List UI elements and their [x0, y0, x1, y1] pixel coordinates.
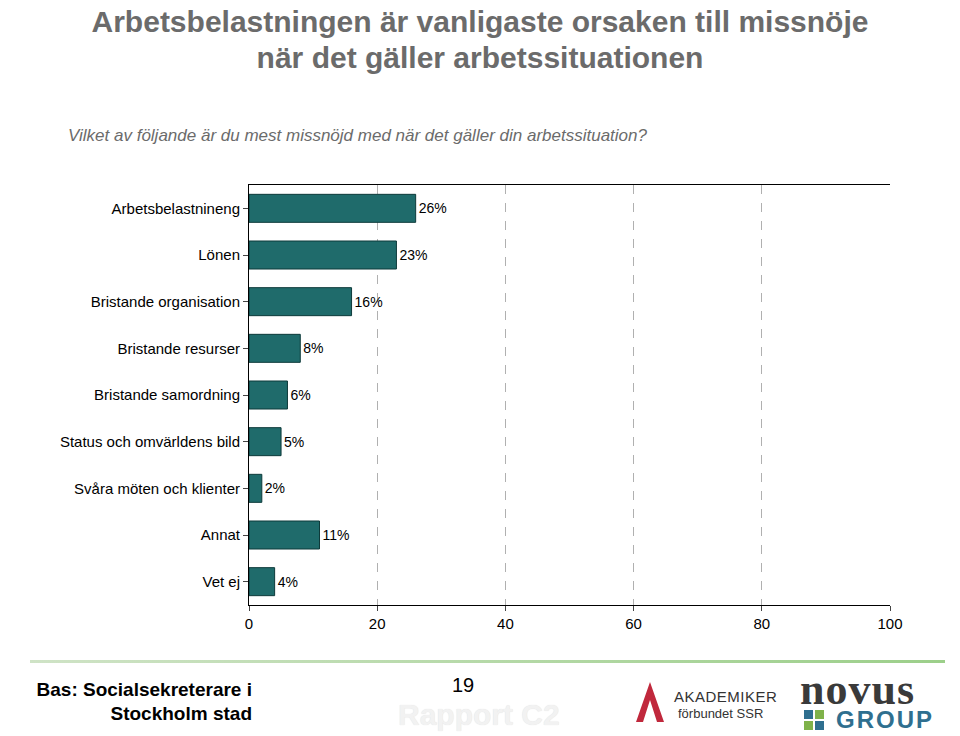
html-text:GROUP: GROUP	[836, 706, 934, 733]
svg-text:4%: 4%	[278, 574, 298, 590]
svg-text:5%: 5%	[284, 434, 304, 450]
svg-text:60: 60	[625, 615, 642, 632]
svg-text:Vet ej: Vet ej	[202, 573, 240, 590]
svg-text:11%: 11%	[323, 527, 350, 543]
svg-text:20: 20	[369, 615, 386, 632]
svg-text:Lönen: Lönen	[198, 246, 240, 263]
svg-text:0: 0	[245, 615, 253, 632]
svg-text:Arbetsbelastnineng: Arbetsbelastnineng	[112, 200, 240, 217]
svg-text:40: 40	[497, 615, 514, 632]
html-text:Bas: Socialsekreterare i Stock: Bas: Socialsekreterare i Stockholm stad	[36, 679, 252, 724]
svg-text:100: 100	[877, 615, 902, 632]
html-text:Arbetsbelastningen är vanligas: Arbetsbelastningen är vanligaste orsaken…	[91, 5, 869, 74]
svg-text:16%: 16%	[355, 294, 383, 310]
html-text:AKADEMIKER: AKADEMIKER	[674, 688, 778, 705]
svg-text:Bristande resurser: Bristande resurser	[117, 340, 240, 357]
svg-text:Status och omvärldens bild: Status och omvärldens bild	[60, 433, 240, 450]
html-text:Vilket av följande är du mest: Vilket av följande är du mest missnöjd m…	[68, 126, 647, 145]
svg-text:Annat: Annat	[201, 526, 241, 543]
svg-text:2%: 2%	[265, 480, 285, 496]
html-text:19: 19	[452, 674, 475, 696]
svg-text:Svåra möten och klienter: Svåra möten och klienter	[74, 480, 240, 497]
svg-text:Bristande samordning: Bristande samordning	[94, 386, 240, 403]
svg-text:23%: 23%	[399, 247, 427, 263]
svg-text:26%: 26%	[419, 200, 447, 216]
html-text:Rapport C2: Rapport C2	[398, 698, 560, 731]
html-text:novus: novus	[800, 665, 916, 714]
svg-text:Bristande organisation: Bristande organisation	[91, 293, 240, 310]
svg-text:8%: 8%	[303, 340, 323, 356]
html-text:förbundet SSR: förbundet SSR	[678, 706, 764, 721]
svg-text:6%: 6%	[290, 387, 310, 403]
svg-text:80: 80	[753, 615, 770, 632]
